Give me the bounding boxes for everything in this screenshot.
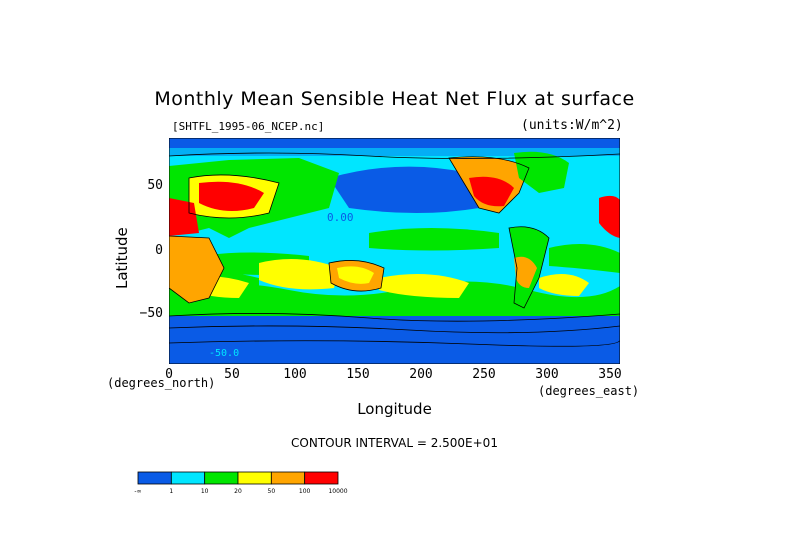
x-axis-label: Longitude [357,400,432,418]
file-label: [SHTFL_1995-06_NCEP.nc] [172,120,325,133]
legend-swatch [170,471,206,485]
x-unit-label: (degrees_east) [538,384,640,398]
x-tick-label: 300 [535,367,559,382]
y-tick-label: 0 [155,243,163,258]
asia-hot-region [199,181,264,212]
x-tick-label: 250 [472,367,496,382]
x-tick-label: 50 [224,367,240,382]
contour-label-zero: 0.00 [327,211,354,224]
contour-interval-label: CONTOUR INTERVAL = 2.500E+01 [291,436,498,450]
antarctic-band [169,316,620,364]
x-tick-label: 200 [409,367,433,382]
legend-tick-label: 20 [234,488,242,495]
legend-swatch [204,471,239,485]
north-pacific-region [329,166,479,213]
y-tick-label: −50 [139,306,163,321]
color-legend [137,471,339,485]
chart-title: Monthly Mean Sensible Heat Net Flux at s… [154,88,635,110]
legend-tick-label: 10000 [328,488,348,495]
contour-lines [169,152,620,347]
x-tick-label: 350 [598,367,622,382]
legend-tick-label: 10 [200,488,209,495]
y-tick-label: 50 [147,178,163,193]
legend-swatch [304,471,339,485]
units-label: (units:W/m^2) [521,118,623,133]
legend-swatch [270,471,306,485]
y-axis-label: Latitude [113,227,131,289]
africa-hot-region [169,198,199,236]
southern-ocean-band [169,281,620,316]
flux-map: 0.00 -50.0 [169,138,620,364]
x-tick-label: 100 [283,367,307,382]
legend-swatch [237,471,272,485]
legend-tick-label: 50 [267,488,276,495]
x-tick-label: 0 [165,367,173,382]
southern-africa-region [169,236,224,303]
legend-swatch [137,471,172,485]
legend-tick-label: -∞ [134,488,142,495]
x-tick-label: 150 [346,367,370,382]
legend-tick-label: 1 [169,488,174,495]
y-unit-label: (degrees_north) [107,376,216,390]
legend-tick-label: 100 [298,488,311,495]
contour-label-minus50: -50.0 [209,348,239,359]
